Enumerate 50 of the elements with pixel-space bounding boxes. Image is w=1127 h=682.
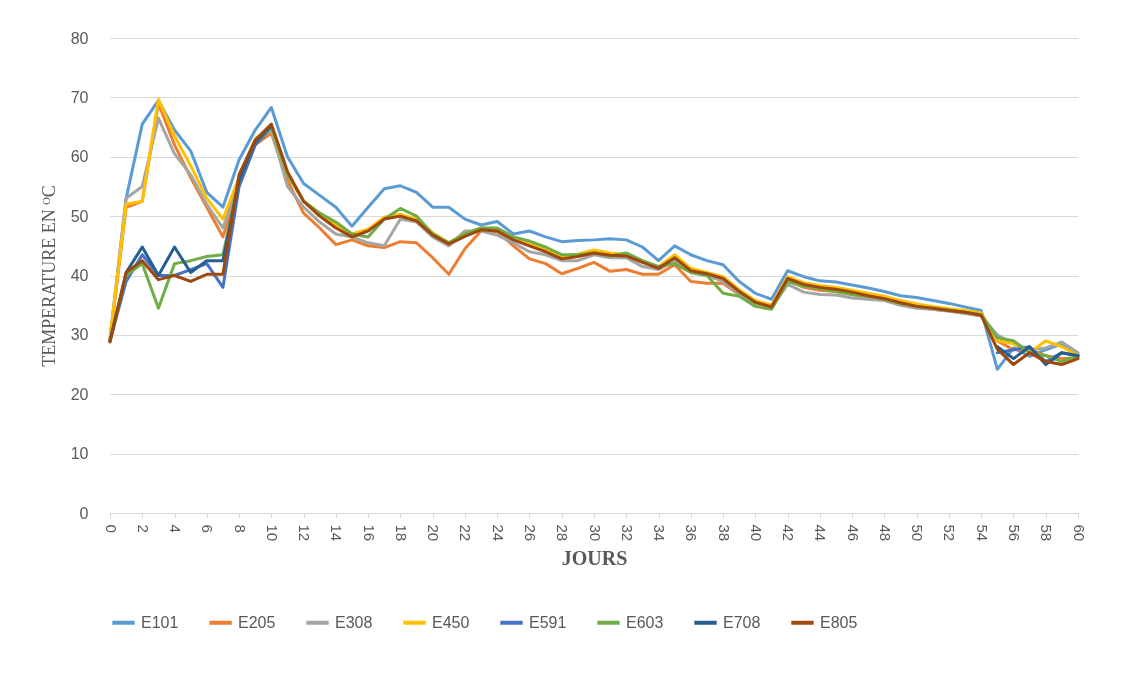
x-tick-label: 24: [489, 524, 507, 542]
x-tick-label: 38: [715, 524, 733, 542]
y-tick-label: 30: [70, 326, 89, 344]
x-tick-label: 58: [1038, 524, 1056, 542]
x-tick-label: 60: [1070, 524, 1088, 542]
y-tick-label: 80: [70, 29, 89, 47]
x-tick-label: 26: [521, 524, 539, 542]
x-tick-label: 30: [586, 524, 604, 542]
x-tick-label: 22: [457, 524, 475, 542]
x-tick-label: 48: [876, 524, 894, 542]
x-tick-label: 0: [102, 524, 120, 533]
x-tick-label: 50: [909, 524, 927, 542]
x-tick-label: 16: [360, 524, 378, 542]
y-tick-label: 50: [70, 207, 89, 225]
y-tick-label: 0: [79, 504, 89, 522]
legend-label: E708: [723, 613, 761, 631]
y-tick-label: 40: [70, 267, 89, 284]
x-tick-label: 18: [392, 524, 410, 542]
x-tick-label: 54: [973, 524, 991, 542]
legend-label: E603: [626, 613, 664, 631]
legend-label: E805: [820, 613, 858, 631]
y-tick-label: 20: [70, 385, 89, 403]
legend-label: E101: [141, 613, 179, 631]
x-tick-label: 42: [780, 524, 798, 542]
x-tick-label: 12: [296, 524, 314, 542]
legend-label: E205: [238, 613, 276, 631]
legend-label: E450: [432, 613, 470, 631]
y-axis-title: TEMPERATURE EN ᴼC: [38, 185, 59, 367]
y-tick-label: 60: [70, 148, 89, 166]
x-tick-label: 14: [328, 524, 346, 542]
x-tick-label: 20: [425, 524, 443, 542]
x-tick-label: 6: [199, 524, 217, 533]
legend-label: E308: [335, 613, 373, 631]
x-axis-title: JOURS: [561, 547, 628, 570]
x-tick-label: 10: [263, 524, 281, 542]
x-tick-label: 44: [812, 524, 830, 542]
x-tick-label: 28: [554, 524, 572, 542]
x-tick-label: 8: [231, 524, 249, 533]
x-tick-label: 34: [651, 524, 669, 542]
x-tick-label: 2: [134, 524, 152, 533]
x-tick-label: 36: [683, 524, 701, 542]
legend-label: E591: [529, 613, 567, 631]
y-tick-label: 10: [70, 445, 89, 463]
x-tick-label: 56: [1005, 524, 1023, 542]
y-tick-label: 70: [70, 88, 89, 106]
x-tick-label: 4: [167, 524, 185, 533]
x-tick-label: 46: [844, 524, 862, 542]
x-tick-label: 40: [747, 524, 765, 542]
x-tick-label: 32: [618, 524, 636, 542]
x-tick-label: 52: [941, 524, 959, 542]
